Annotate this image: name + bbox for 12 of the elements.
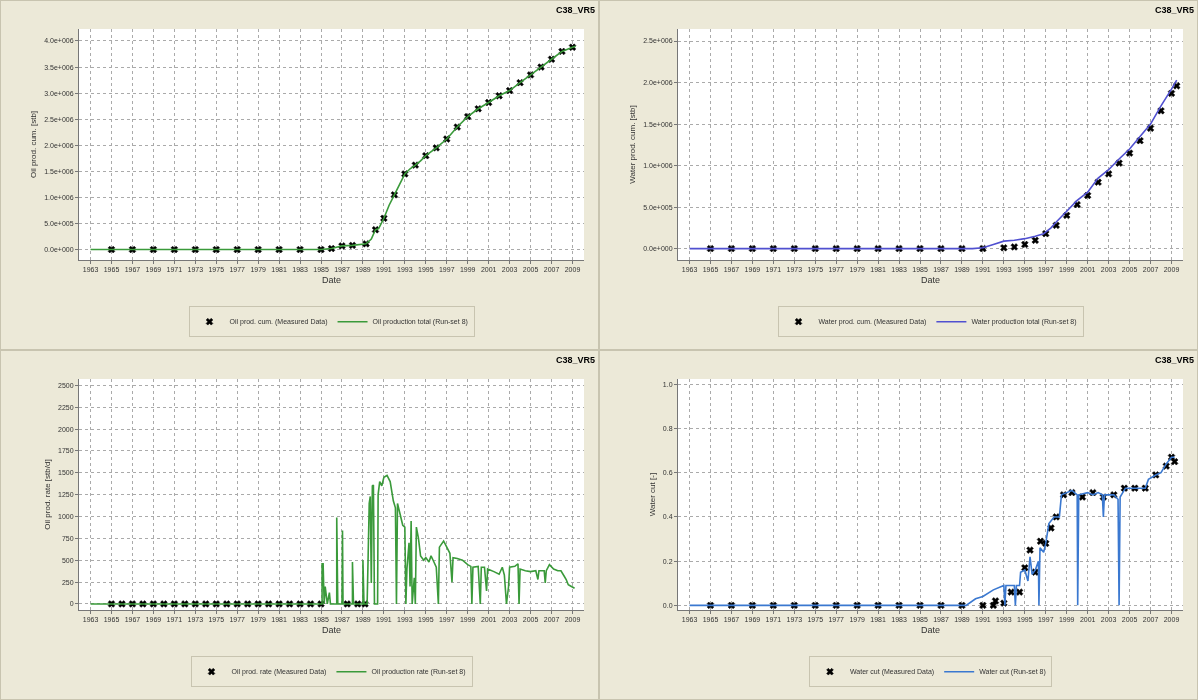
y-axis-title: Oil prod. rate [stb/d]: [42, 459, 52, 530]
x-axis-title: Date: [920, 275, 941, 286]
chart-title: C38_VR5: [1154, 4, 1195, 15]
y-axis-title: Water cut [-]: [647, 472, 657, 517]
y-axis-title: Oil prod. cum. [stb]: [28, 110, 38, 179]
chart-title: C38_VR5: [1154, 354, 1195, 365]
chart-title: C38_VR5: [555, 4, 596, 15]
x-axis-title: Date: [321, 625, 342, 636]
x-axis-title: Date: [321, 275, 342, 286]
chart-title: C38_VR5: [555, 354, 596, 365]
y-axis-title: Water prod. cum. [stb]: [627, 105, 637, 184]
x-axis-title: Date: [920, 625, 941, 636]
